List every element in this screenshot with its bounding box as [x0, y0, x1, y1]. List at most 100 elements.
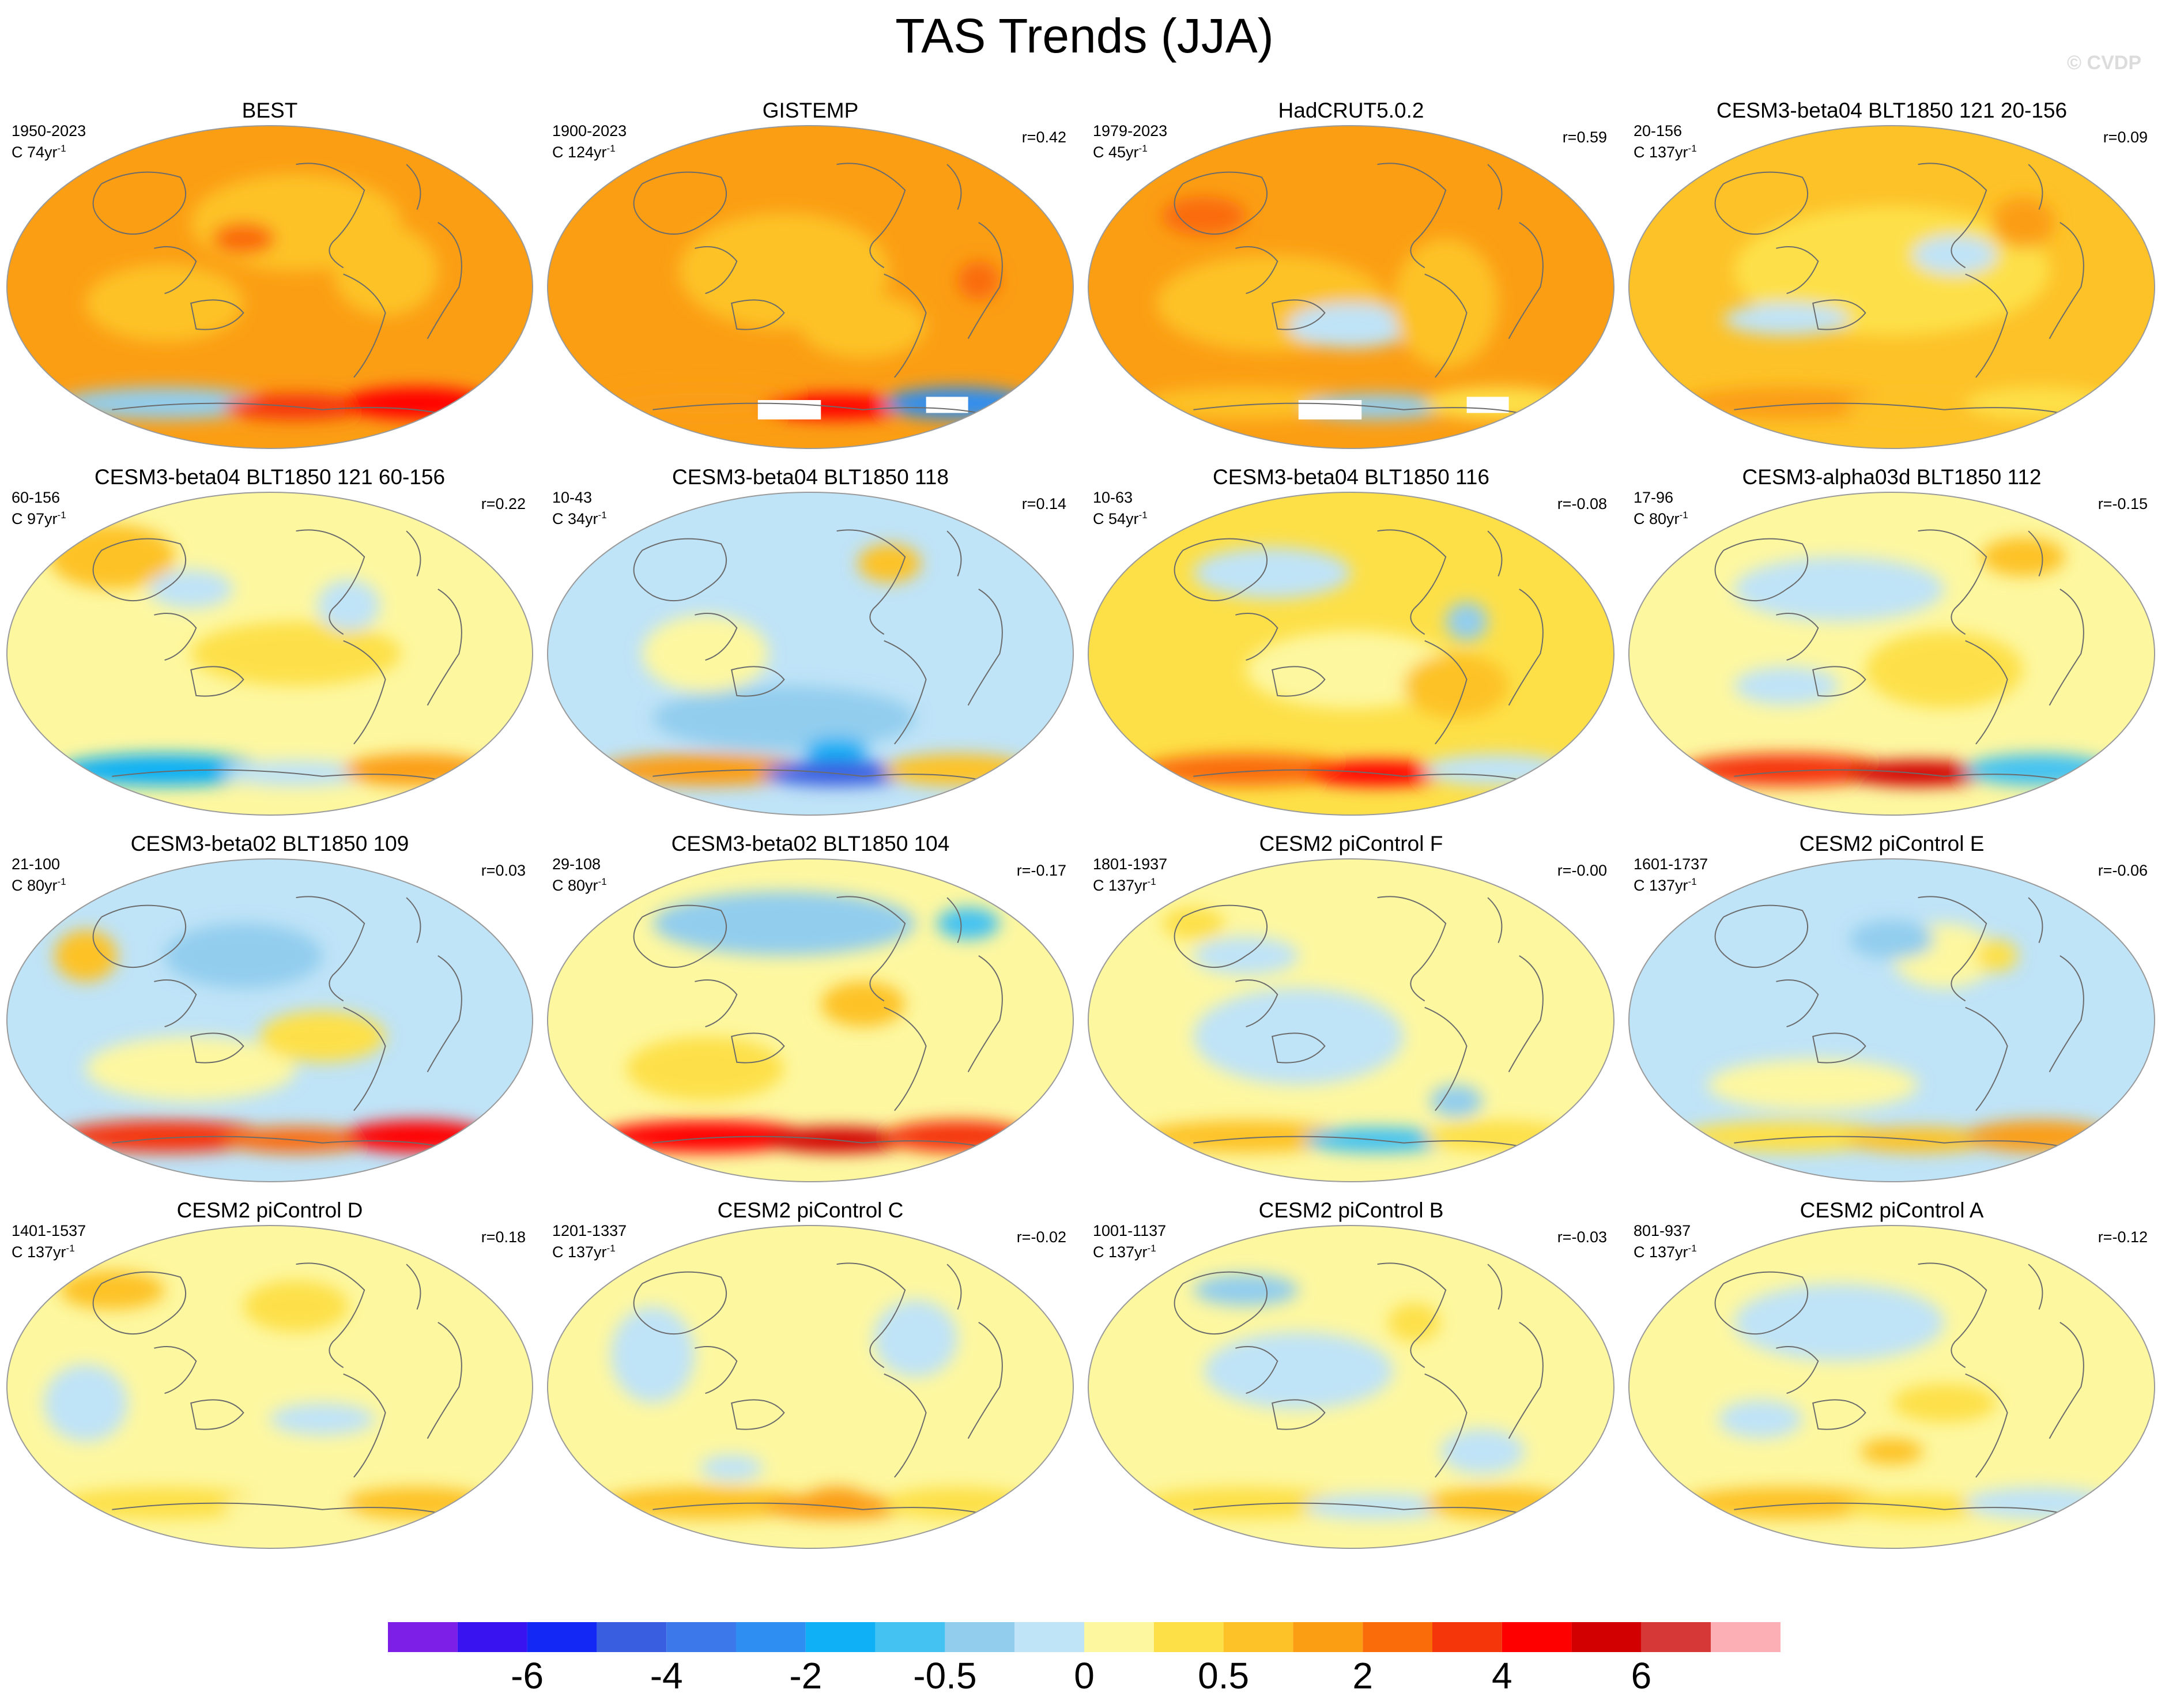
map-panel: BEST 1950-2023 C 74yr-1 [0, 98, 540, 467]
panel-title: CESM2 piControl D [176, 1198, 363, 1222]
panel-trend-length: C 137yr-1 [1093, 1243, 1156, 1261]
colorbar-swatch [945, 1622, 1015, 1652]
map-projection [547, 1225, 1074, 1549]
colorbar-tick-label: -4 [650, 1655, 683, 1696]
map-projection [1088, 492, 1615, 816]
panel-year-range: 1601-1737 [1634, 855, 1708, 873]
colorbar-swatch [875, 1622, 945, 1652]
panel-year-range: 801-937 [1634, 1222, 1691, 1239]
panel-trend-length: C 74yr-1 [12, 143, 66, 161]
panel-trend-length: C 80yr-1 [552, 876, 607, 894]
panel-title: BEST [242, 99, 298, 122]
colorbar-swatch [1502, 1622, 1572, 1652]
panel-trend-length: C 80yr-1 [1634, 510, 1688, 527]
panel-trend-length: C 137yr-1 [12, 1243, 75, 1261]
map-projection [6, 125, 533, 449]
panel-trend-length: C 45yr-1 [1093, 143, 1148, 161]
panel-year-range: 60-156 [12, 489, 61, 506]
colorbar-tick-label: 0.5 [1198, 1655, 1250, 1696]
panel-year-range: 1979-2023 [1093, 122, 1168, 139]
panel-pattern-correlation: r=-0.17 [1016, 862, 1066, 879]
panel-pattern-correlation: r=0.03 [481, 862, 526, 879]
map-projection [6, 858, 533, 1182]
panel-year-range: 29-108 [552, 855, 601, 873]
panel-trend-length: C 34yr-1 [552, 510, 607, 527]
colorbar-tick-label: -2 [789, 1655, 823, 1696]
colorbar-swatch [1641, 1622, 1711, 1652]
panel-title: CESM3-beta04 BLT1850 121 60-156 [94, 465, 446, 489]
map-panel: CESM3-beta04 BLT1850 118 10-43 C 34yr-1 r=0… [541, 465, 1080, 834]
colorbar-tick-label: 2 [1352, 1655, 1373, 1696]
panel-trend-length: C 137yr-1 [1634, 876, 1697, 894]
map-projection [547, 858, 1074, 1182]
map-projection [1088, 1225, 1615, 1549]
panel-title: CESM3-beta02 BLT1850 109 [130, 832, 409, 855]
panel-title: CESM2 piControl E [1799, 832, 1985, 855]
colorbar-swatch [527, 1622, 597, 1652]
panel-title: CESM2 piControl B [1258, 1198, 1444, 1222]
panel-trend-length: C 80yr-1 [12, 876, 66, 894]
panel-year-range: 1401-1537 [12, 1222, 86, 1239]
panel-pattern-correlation: r=-0.03 [1557, 1228, 1607, 1246]
panel-year-range: 1001-1137 [1093, 1222, 1167, 1239]
panel-year-range: 20-156 [1634, 122, 1683, 139]
map-projection [1628, 492, 2155, 816]
panel-year-range: 10-43 [552, 489, 593, 506]
map-panel: CESM3-beta04 BLT1850 116 10-63 C 54yr-1 r=-… [1081, 465, 1621, 834]
map-panel: CESM2 piControl B 1001-1137 C 137yr-1 r=-0.… [1081, 1198, 1621, 1567]
colorbar-swatch [1084, 1622, 1154, 1652]
map-panel: CESM3-beta04 BLT1850 121 60-156 60-156 C 9… [0, 465, 540, 834]
map-projection [1628, 125, 2155, 449]
colorbar-tick-label: -6 [511, 1655, 544, 1696]
colorbar-swatch [1293, 1622, 1363, 1652]
panel-pattern-correlation: r=-0.15 [2098, 495, 2148, 512]
colorbar-swatch [736, 1622, 806, 1652]
map-projection [547, 125, 1074, 449]
panel-pattern-correlation: r=0.14 [1021, 495, 1066, 512]
panel-year-range: 1801-1937 [1093, 855, 1168, 873]
panel-year-range: 21-100 [12, 855, 61, 873]
panel-pattern-correlation: r=0.22 [481, 495, 526, 512]
panel-title: CESM2 piControl F [1259, 832, 1443, 855]
map-projection [6, 492, 533, 816]
map-panel: CESM2 piControl D 1401-1537 C 137yr-1 r=0.1… [0, 1198, 540, 1567]
panel-trend-length: C 97yr-1 [12, 510, 66, 527]
colorbar-tick-label: -0.5 [913, 1655, 977, 1696]
colorbar-swatch [666, 1622, 736, 1652]
cvdp-watermark: © CVDP [2067, 52, 2141, 74]
colorbar [388, 1622, 1781, 1652]
map-panel: CESM2 piControl C 1201-1337 C 137yr-1 r=-0.… [541, 1198, 1080, 1567]
colorbar-swatch [1223, 1622, 1293, 1652]
map-panel: HadCRUT5.0.2 1979-2023 C 45yr-1 r=0.59 [1081, 98, 1621, 467]
panel-trend-length: C 54yr-1 [1093, 510, 1148, 527]
map-projection [547, 492, 1074, 816]
panel-pattern-correlation: r=-0.12 [2098, 1228, 2148, 1246]
panel-trend-length: C 124yr-1 [552, 143, 616, 161]
panel-year-range: 1900-2023 [552, 122, 627, 139]
panel-pattern-correlation: r=0.42 [1021, 129, 1066, 146]
map-projection [1628, 1225, 2155, 1549]
colorbar-swatch [457, 1622, 527, 1652]
panel-trend-length: C 137yr-1 [552, 1243, 616, 1261]
panel-pattern-correlation: r=0.09 [2103, 129, 2148, 146]
panel-title: CESM3-beta02 BLT1850 104 [671, 832, 950, 855]
panel-year-range: 1950-2023 [12, 122, 86, 139]
colorbar-tick-label: 0 [1074, 1655, 1095, 1696]
panel-title: CESM3-beta04 BLT1850 121 20-156 [1716, 99, 2068, 122]
panel-trend-length: C 137yr-1 [1634, 1243, 1697, 1261]
panel-trend-length: C 137yr-1 [1093, 876, 1156, 894]
colorbar-tick-label: 4 [1492, 1655, 1512, 1696]
colorbar-swatch [1432, 1622, 1502, 1652]
panel-pattern-correlation: r=0.59 [1562, 129, 1607, 146]
colorbar-tick-label: 6 [1631, 1655, 1652, 1696]
map-projection [1088, 125, 1615, 449]
map-panel: CESM3-beta02 BLT1850 109 21-100 C 80yr-1 r=… [0, 831, 540, 1200]
panel-pattern-correlation: r=0.18 [481, 1228, 526, 1246]
panel-title: GISTEMP [762, 99, 859, 122]
colorbar-swatch [1363, 1622, 1432, 1652]
colorbar-swatch [1571, 1622, 1642, 1652]
panel-year-range: 17-96 [1634, 489, 1674, 506]
map-panel: CESM2 piControl E 1601-1737 C 137yr-1 r=-0.… [1622, 831, 2162, 1200]
colorbar-swatch [388, 1622, 458, 1652]
panel-pattern-correlation: r=-0.02 [1016, 1228, 1066, 1246]
